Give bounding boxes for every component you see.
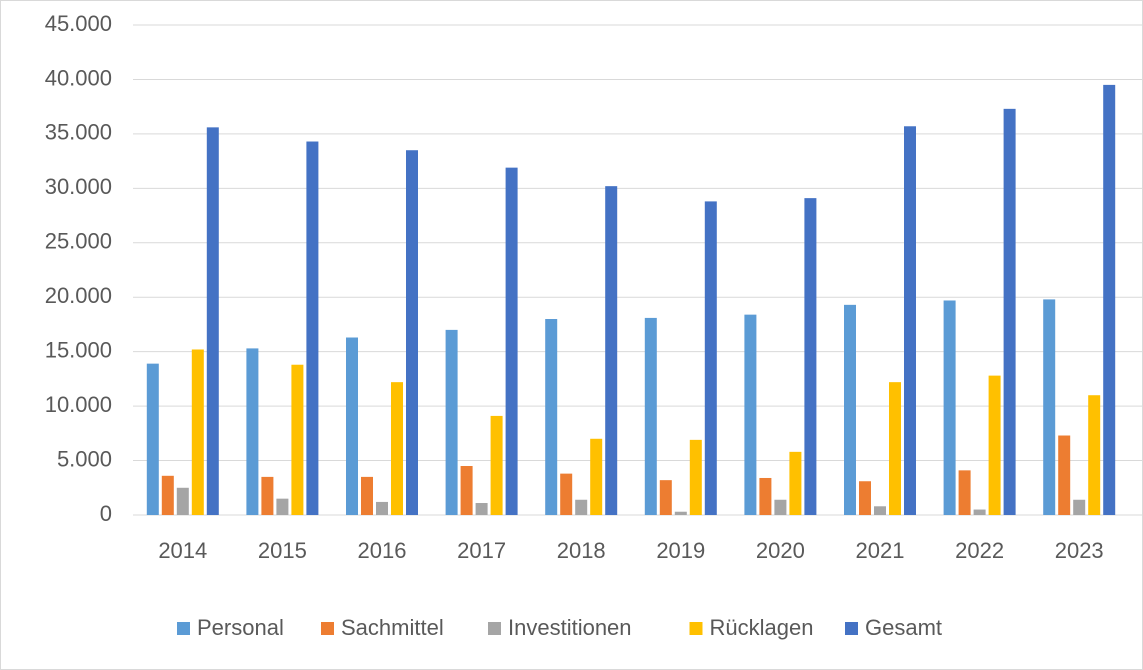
bar (973, 509, 986, 515)
y-tick-label: 0 (100, 501, 112, 526)
x-tick-label: 2020 (756, 538, 805, 563)
bar (490, 415, 503, 515)
bar (644, 317, 657, 515)
bar (206, 127, 219, 515)
y-tick-label: 40.000 (45, 65, 112, 90)
legend-label: Rücklagen (710, 615, 814, 640)
bar (674, 511, 687, 515)
legend-swatch (488, 622, 501, 635)
y-tick-label: 30.000 (45, 174, 112, 199)
bar (1073, 499, 1086, 515)
bar (689, 439, 702, 515)
bar (1103, 84, 1116, 515)
x-tick-label: 2023 (1055, 538, 1104, 563)
bar (306, 141, 319, 515)
bar (560, 473, 573, 515)
y-tick-label: 15.000 (45, 337, 112, 362)
y-tick-label: 25.000 (45, 229, 112, 254)
bar (744, 314, 757, 515)
bar (704, 201, 717, 515)
bar (844, 304, 856, 515)
bar (505, 167, 518, 515)
bar (191, 349, 204, 515)
x-tick-label: 2018 (557, 538, 606, 563)
bar (146, 363, 159, 515)
legend-swatch (177, 622, 190, 635)
bar (659, 480, 672, 515)
bar (376, 501, 388, 515)
legend-swatch (689, 622, 703, 635)
bar (904, 126, 916, 516)
bar (988, 375, 1001, 515)
legend-label: Sachmittel (341, 615, 444, 640)
x-tick-label: 2017 (457, 538, 506, 563)
legend-label: Gesamt (865, 615, 942, 640)
bar (804, 198, 817, 515)
bar (943, 300, 956, 515)
bar (361, 476, 373, 515)
y-tick-label: 10.000 (45, 392, 112, 417)
legend-swatch (845, 622, 858, 635)
x-tick-label: 2014 (158, 538, 207, 563)
y-tick-label: 20.000 (45, 283, 112, 308)
legend-label: Personal (197, 615, 284, 640)
bar (874, 506, 886, 515)
x-tick-label: 2016 (358, 538, 407, 563)
x-tick-label: 2022 (955, 538, 1004, 563)
bar (276, 498, 289, 515)
bar (575, 499, 588, 515)
bar (1043, 299, 1056, 515)
bar (889, 382, 901, 515)
bar (789, 451, 802, 515)
bar (161, 475, 174, 515)
x-tick-label: 2019 (656, 538, 705, 563)
y-tick-label: 45.000 (45, 11, 112, 36)
y-tick-label: 5.000 (57, 446, 112, 471)
bar (475, 503, 488, 515)
bar (590, 438, 603, 515)
bar (1088, 395, 1101, 515)
x-tick-label: 2015 (258, 538, 307, 563)
bar (605, 186, 618, 515)
bar (391, 382, 403, 515)
bar (346, 337, 358, 515)
bar (176, 487, 189, 515)
bar (958, 470, 971, 515)
bar (545, 319, 558, 515)
bar (246, 348, 259, 515)
bar (1058, 435, 1071, 515)
legend-label: Investitionen (508, 615, 632, 640)
bar (774, 499, 787, 515)
x-tick-label: 2021 (856, 538, 905, 563)
legend-swatch (321, 622, 334, 635)
bar (859, 481, 871, 515)
bar (406, 150, 418, 515)
bar (291, 364, 304, 515)
bar (1003, 108, 1016, 515)
bar (759, 477, 772, 515)
bar (460, 466, 473, 515)
y-tick-label: 35.000 (45, 120, 112, 145)
bar (445, 329, 458, 515)
bar (261, 476, 274, 515)
